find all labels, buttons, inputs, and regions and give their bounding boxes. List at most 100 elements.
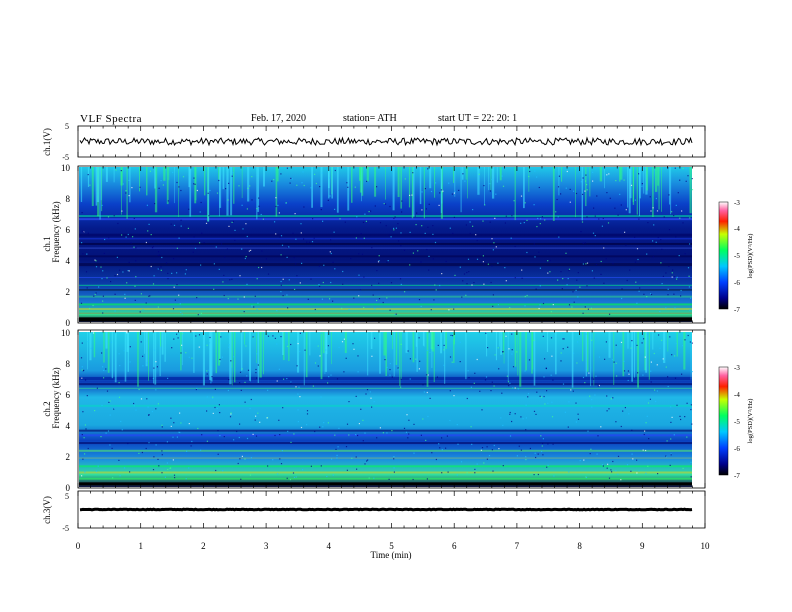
spectrogram-burst <box>105 332 108 349</box>
spectrogram-speckle <box>557 216 559 218</box>
spectrogram-speckle <box>276 343 278 345</box>
spectrogram-speckle <box>173 224 176 226</box>
spectrogram-band <box>79 457 692 459</box>
spectrogram-speckle <box>191 440 193 443</box>
ch3-ylabel: ch.3(V) <box>42 496 52 524</box>
spectrogram-speckle <box>295 263 297 265</box>
spectrogram-speckle <box>317 345 319 347</box>
spectrogram-speckle <box>185 478 187 480</box>
spectrogram-speckle <box>418 337 420 339</box>
spectrogram-speckle <box>474 468 476 470</box>
spectrogram-speckle <box>170 417 172 419</box>
spectrogram-speckle <box>287 246 289 249</box>
spectrogram-burst <box>423 167 425 219</box>
spectrogram-speckle <box>152 246 154 248</box>
spectrogram-speckle <box>348 308 350 311</box>
spectrogram-speckle <box>545 367 547 369</box>
spectrogram-speckle <box>594 215 596 217</box>
spectrogram-speckle <box>195 335 197 337</box>
spectrogram-speckle <box>443 364 445 366</box>
spectrogram-burst <box>347 167 350 211</box>
spectrogram-speckle <box>161 472 163 474</box>
spectrogram-speckle <box>675 343 677 345</box>
spectrogram-speckle <box>549 259 551 262</box>
spectrogram-speckle <box>362 221 365 223</box>
spectrogram-speckle <box>421 209 423 211</box>
spectrogram-speckle <box>389 205 391 208</box>
spectrogram-speckle <box>414 215 416 217</box>
spectrogram-speckle <box>521 277 523 279</box>
spectrogram-speckle <box>343 371 345 373</box>
spectrogram-speckle <box>119 475 121 477</box>
spectrogram-speckle <box>393 458 395 460</box>
spectrogram-speckle <box>80 302 83 304</box>
spectrogram-speckle <box>580 181 582 183</box>
spectrogram-speckle <box>228 346 230 348</box>
spectrogram-speckle <box>114 275 116 277</box>
spectrogram-speckle <box>660 262 662 264</box>
spectrogram-speckle <box>453 395 455 397</box>
spectrogram-band <box>79 295 692 298</box>
spectrogram-speckle <box>647 222 649 224</box>
spectrogram-speckle <box>671 354 673 356</box>
spectrogram-speckle <box>585 174 587 176</box>
spectrogram-speckle <box>336 454 338 456</box>
spectrogram-speckle <box>553 475 555 477</box>
spectrogram-speckle <box>588 372 590 374</box>
spectrogram-speckle <box>327 345 329 347</box>
spectrogram-speckle <box>686 402 688 404</box>
spectrogram-speckle <box>464 180 466 182</box>
spectrogram-speckle <box>520 222 522 224</box>
spectrogram-speckle <box>441 273 443 275</box>
spectrogram-band <box>79 303 692 306</box>
spectrogram-band <box>79 218 692 221</box>
spectrogram-speckle <box>227 298 229 300</box>
spectrogram-speckle <box>568 471 570 473</box>
spectrogram-burst <box>263 167 265 187</box>
spectrogram-speckle <box>134 285 136 287</box>
spectrogram-speckle <box>528 175 530 178</box>
spectrogram-speckle <box>641 183 643 185</box>
colorbar-2-tick-minus3: -3 <box>734 364 740 372</box>
spectrogram-speckle <box>89 307 91 310</box>
spectrogram-speckle <box>285 202 287 204</box>
spectrogram-speckle <box>82 370 84 372</box>
ch2-ytick-10: 10 <box>61 328 71 338</box>
spectrogram-speckle <box>596 453 598 455</box>
spectrogram-speckle <box>479 390 481 392</box>
spectrogram-speckle <box>659 310 661 313</box>
spectrogram-speckle <box>426 349 428 352</box>
ch1-ytick-6: 6 <box>66 225 71 235</box>
spectrogram-speckle <box>323 264 325 266</box>
spectrogram-speckle <box>128 179 130 181</box>
spectrogram-speckle <box>583 459 585 461</box>
spectrogram-speckle <box>81 369 83 371</box>
spectrogram-speckle <box>358 274 360 276</box>
spectrogram-speckle <box>409 231 411 233</box>
spectrogram-speckle <box>685 180 687 182</box>
spectrogram-speckle <box>590 307 592 309</box>
spectrogram-speckle <box>119 365 121 367</box>
spectrogram-speckle <box>589 453 591 455</box>
spectrogram-speckle <box>459 341 461 343</box>
spectrogram-speckle <box>670 438 672 440</box>
spectrogram-speckle <box>680 295 682 297</box>
spectrogram-burst <box>262 332 264 375</box>
spectrogram-speckle <box>601 464 604 466</box>
spectrogram-speckle <box>161 256 163 259</box>
spectrogram-speckle <box>665 366 667 368</box>
spectrogram-speckle <box>113 408 115 410</box>
spectrogram-burst <box>127 332 129 372</box>
spectrogram-speckle <box>533 474 535 476</box>
spectrogram-speckle <box>276 380 278 382</box>
spectrogram-speckle <box>562 338 564 340</box>
ch3-ytick-bottom: -5 <box>62 524 69 533</box>
spectrogram-burst <box>514 332 517 367</box>
spectrogram-speckle <box>315 182 317 185</box>
spectrogram-speckle <box>112 477 114 479</box>
spectrogram-speckle <box>222 470 224 472</box>
spectrogram-speckle <box>294 288 296 290</box>
spectrogram-speckle <box>538 186 540 189</box>
spectrogram-speckle <box>119 269 121 271</box>
spectrogram-speckle <box>579 286 581 288</box>
